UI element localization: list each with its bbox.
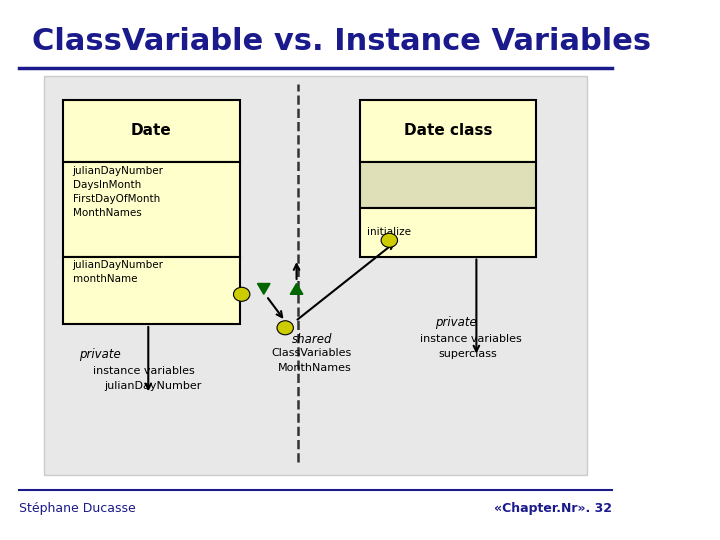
Text: initialize: initialize <box>367 227 411 237</box>
Text: instance variables: instance variables <box>420 334 521 344</box>
Circle shape <box>381 233 397 247</box>
Circle shape <box>277 321 294 335</box>
FancyBboxPatch shape <box>44 76 587 475</box>
Text: private: private <box>79 348 121 361</box>
FancyBboxPatch shape <box>63 100 240 162</box>
Text: private: private <box>436 316 477 329</box>
Text: julianDayNumber: julianDayNumber <box>104 381 202 391</box>
Text: «Chapter.Nr». 32: «Chapter.Nr». 32 <box>494 502 612 515</box>
Text: ClassVariable vs. Instance Variables: ClassVariable vs. Instance Variables <box>32 27 651 56</box>
Text: Date class: Date class <box>404 123 492 138</box>
FancyBboxPatch shape <box>63 162 240 256</box>
Text: superclass: superclass <box>438 349 498 359</box>
Text: shared: shared <box>292 333 332 346</box>
Text: Date: Date <box>131 123 172 138</box>
FancyBboxPatch shape <box>63 256 240 324</box>
FancyBboxPatch shape <box>360 208 536 256</box>
Text: Stéphane Ducasse: Stéphane Ducasse <box>19 502 135 515</box>
Text: MonthNames: MonthNames <box>278 363 351 374</box>
FancyBboxPatch shape <box>360 162 536 208</box>
FancyBboxPatch shape <box>360 100 536 162</box>
Polygon shape <box>258 284 270 294</box>
Text: instance variables: instance variables <box>94 366 195 376</box>
Circle shape <box>233 287 250 301</box>
Text: ClassVariables: ClassVariables <box>271 348 351 359</box>
Text: julianDayNumber
DaysInMonth
FirstDayOfMonth
MonthNames: julianDayNumber DaysInMonth FirstDayOfMo… <box>73 166 163 218</box>
Text: julianDayNumber
monthName: julianDayNumber monthName <box>73 260 163 284</box>
Polygon shape <box>290 284 303 294</box>
